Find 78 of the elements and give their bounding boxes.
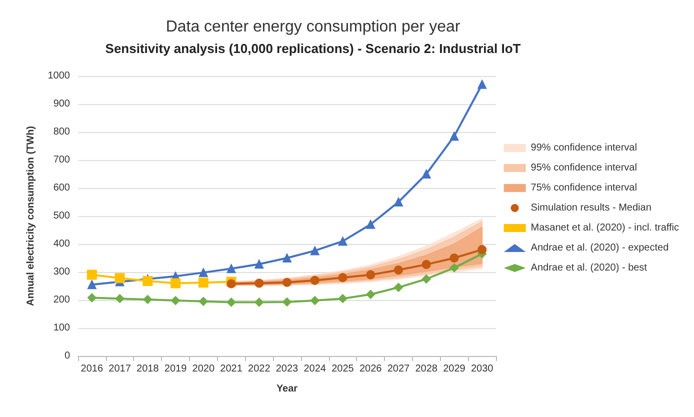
x-tick-label: 2029 bbox=[443, 364, 466, 374]
point bbox=[170, 278, 181, 288]
point bbox=[450, 254, 459, 262]
point bbox=[254, 298, 264, 307]
point bbox=[366, 220, 376, 229]
point bbox=[422, 260, 431, 269]
point bbox=[282, 254, 292, 262]
y-tick-label: 200 bbox=[53, 294, 70, 306]
x-tick-label: 2023 bbox=[276, 364, 299, 374]
point bbox=[143, 294, 152, 304]
y-axis-title: Annual electricity consumption (TWh) bbox=[26, 126, 36, 306]
point bbox=[338, 294, 348, 304]
point bbox=[366, 270, 376, 280]
point bbox=[226, 279, 236, 288]
x-tick-label: 2016 bbox=[80, 364, 104, 374]
point bbox=[226, 298, 236, 307]
x-tick-label: 2028 bbox=[415, 364, 438, 374]
legend-label: 99% confidence interval bbox=[530, 142, 637, 154]
point bbox=[338, 236, 348, 246]
chart-subtitle: Sensitivity analysis (10,000 replications) - Scenario 2: Industrial IoT bbox=[105, 41, 521, 56]
point bbox=[254, 278, 264, 288]
point bbox=[86, 270, 97, 280]
x-tick-label: 2018 bbox=[136, 364, 160, 374]
y-tick-label: 0 bbox=[64, 350, 70, 362]
point bbox=[282, 278, 292, 287]
legend-label: Simulation results - Median bbox=[530, 202, 652, 214]
legend-label: Andrae et al. (2020) - best bbox=[530, 262, 648, 274]
x-tick-label: 2022 bbox=[248, 364, 271, 374]
y-tick-label: 300 bbox=[53, 266, 70, 278]
legend-label: Masanet et al. (2020) - incl. traffic bbox=[530, 222, 680, 234]
point bbox=[310, 276, 320, 285]
point bbox=[198, 278, 208, 288]
point bbox=[366, 290, 376, 299]
point bbox=[394, 198, 403, 206]
point bbox=[422, 274, 431, 284]
point bbox=[394, 282, 403, 292]
point bbox=[254, 260, 264, 269]
x-tick-label: 2019 bbox=[164, 364, 188, 374]
y-tick-label: 500 bbox=[53, 210, 70, 222]
point bbox=[115, 294, 124, 304]
chart-title: Data center energy consumption per year bbox=[166, 18, 461, 36]
legend-label: 75% confidence interval bbox=[530, 182, 637, 194]
point bbox=[394, 266, 403, 275]
point bbox=[310, 246, 320, 256]
y-tick-label: 100 bbox=[53, 322, 70, 334]
point bbox=[142, 276, 153, 286]
x-axis-title: Year bbox=[276, 384, 298, 394]
point bbox=[450, 132, 459, 141]
point bbox=[87, 280, 96, 290]
point bbox=[198, 268, 208, 278]
legend-label: 95% confidence interval bbox=[530, 162, 637, 174]
y-tick-label: 900 bbox=[53, 98, 70, 110]
x-tick-label: 2027 bbox=[387, 364, 410, 374]
x-tick-label: 2030 bbox=[470, 364, 494, 374]
point bbox=[171, 296, 180, 306]
point bbox=[422, 170, 431, 178]
point bbox=[198, 296, 208, 306]
point bbox=[226, 264, 236, 274]
point bbox=[478, 245, 487, 254]
x-tick-label: 2024 bbox=[304, 364, 326, 374]
point bbox=[282, 297, 292, 306]
y-tick-label: 1000 bbox=[48, 70, 70, 82]
point bbox=[310, 296, 320, 306]
y-tick-label: 700 bbox=[53, 154, 70, 166]
point bbox=[338, 273, 348, 282]
legend-label: Andrae et al. (2020) - expected bbox=[530, 242, 669, 254]
y-tick-label: 800 bbox=[53, 126, 70, 138]
point bbox=[478, 80, 487, 89]
y-tick-label: 600 bbox=[53, 182, 70, 194]
y-tick-label: 400 bbox=[53, 238, 70, 250]
point bbox=[114, 273, 125, 284]
point bbox=[450, 263, 459, 272]
x-tick-label: 2020 bbox=[192, 364, 215, 374]
x-tick-label: 2025 bbox=[332, 364, 354, 374]
x-tick-label: 2017 bbox=[108, 364, 132, 374]
x-tick-label: 2026 bbox=[359, 364, 382, 374]
x-tick-label: 2021 bbox=[220, 364, 243, 374]
point bbox=[87, 293, 96, 302]
